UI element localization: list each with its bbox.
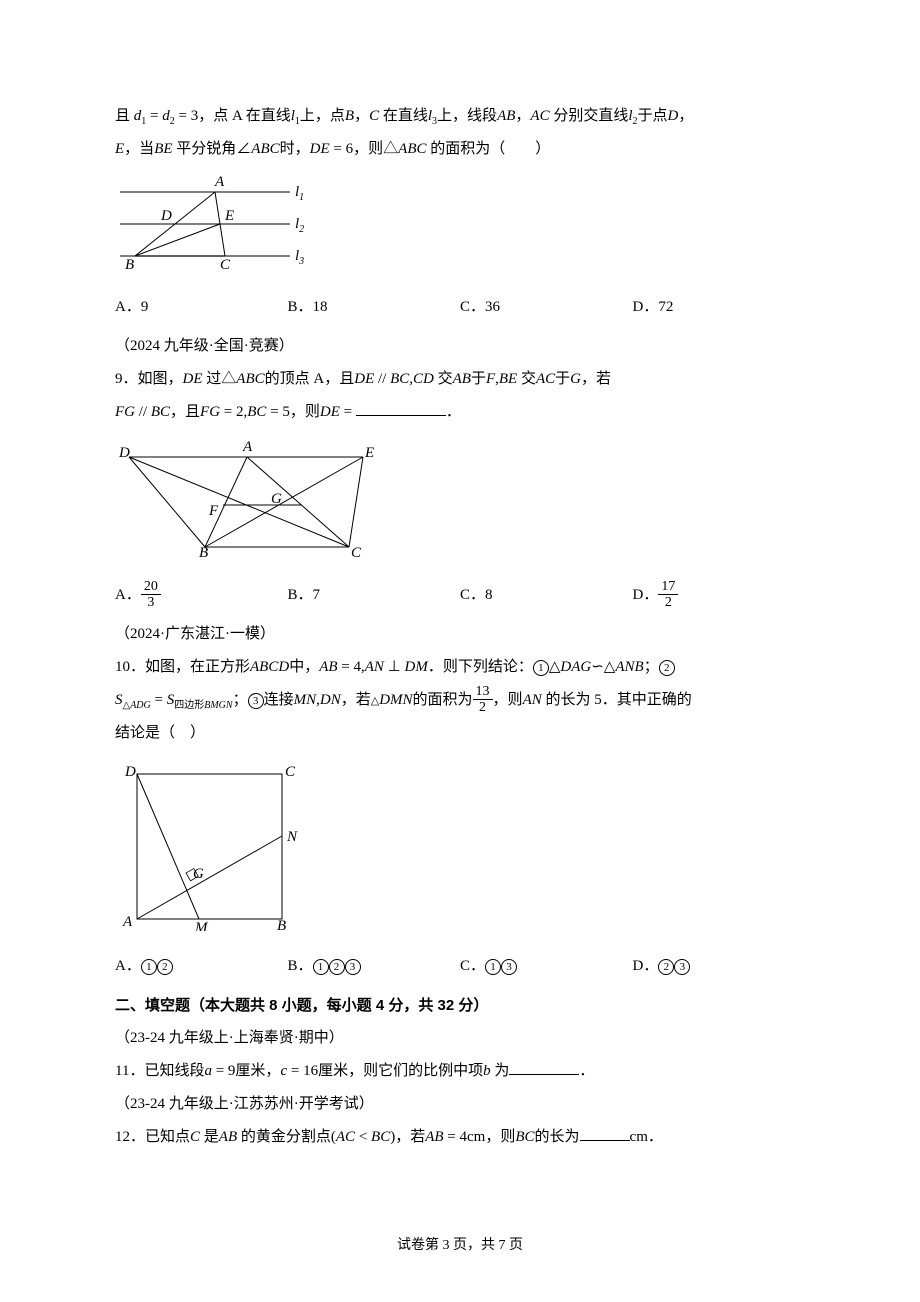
section2-title: 二、填空题（本大题共 8 小题，每小题 4 分，共 32 分） — [115, 989, 805, 1022]
svg-text:C: C — [220, 257, 231, 272]
q10-line2: S△ADG = S四边形BMGN；3连接MN,DN，若△DMN的面积为132，则… — [115, 684, 805, 717]
q8-line2: E，当BE 平分锐角∠ABC时，DE = 6，则△ABC 的面积为（ ） — [115, 133, 805, 166]
q12-blank — [580, 1126, 630, 1141]
svg-text:C: C — [351, 545, 362, 560]
svg-text:l3: l3 — [295, 248, 304, 267]
q10-diagram: D C A B N M G — [115, 756, 805, 944]
q10-options: A．12 B．123 C．13 D．23 — [115, 950, 805, 983]
q8-options: A．9 B．18 C．36 D．72 — [115, 291, 805, 324]
q12-source: （23-24 九年级上·江苏苏州·开学考试） — [115, 1088, 805, 1121]
svg-text:l2: l2 — [295, 216, 304, 235]
svg-text:A: A — [214, 174, 225, 190]
svg-text:D: D — [118, 445, 130, 461]
q12-line1: 12．已知点C 是AB 的黄金分割点(AC < BC)，若AB = 4cm，则B… — [115, 1121, 805, 1154]
q9-options: A．203 B．7 C．8 D．172 — [115, 579, 805, 612]
q9-source: （2024 九年级·全国·竞赛） — [115, 330, 805, 363]
q8-line1: 且 d1 = d2 = 3，点 A 在直线l1上，点B，C 在直线l3上，线段A… — [115, 100, 805, 133]
svg-text:B: B — [277, 918, 286, 931]
svg-text:B: B — [199, 545, 208, 560]
q9-line2: FG // BC，且FG = 2,BC = 5，则DE = ． — [115, 396, 805, 429]
svg-text:C: C — [285, 764, 296, 780]
svg-text:N: N — [286, 829, 298, 845]
svg-text:G: G — [271, 491, 282, 507]
svg-text:G: G — [193, 866, 204, 882]
svg-text:l1: l1 — [295, 184, 304, 203]
svg-text:E: E — [224, 208, 234, 224]
svg-text:E: E — [364, 445, 374, 461]
q10-source: （2024·广东湛江·一模） — [115, 618, 805, 651]
q9-blank — [356, 401, 446, 416]
q8-diagram: A D E B C l1 l2 l3 — [115, 172, 805, 285]
svg-text:M: M — [194, 920, 209, 931]
svg-text:D: D — [160, 208, 172, 224]
page-footer: 试卷第 3 页，共 7 页 — [0, 1231, 920, 1262]
svg-text:A: A — [242, 439, 253, 455]
svg-text:B: B — [125, 257, 134, 272]
q9-line1: 9．如图，DE 过△ABC的顶点 A，且DE // BC,CD 交AB于F,BE… — [115, 363, 805, 396]
svg-text:F: F — [208, 503, 219, 519]
q9-diagram: A D E B C F G — [115, 435, 805, 573]
q11-source: （23-24 九年级上·上海奉贤·期中） — [115, 1022, 805, 1055]
svg-text:D: D — [124, 764, 136, 780]
q11-line1: 11．已知线段a = 9厘米，c = 16厘米，则它们的比例中项b 为． — [115, 1055, 805, 1088]
q10-line1: 10．如图，在正方形ABCD中，AB = 4,AN ⊥ DM．则下列结论：1△D… — [115, 651, 805, 684]
q10-line3: 结论是（ ） — [115, 717, 805, 750]
svg-text:A: A — [122, 914, 133, 930]
q11-blank — [509, 1060, 579, 1075]
